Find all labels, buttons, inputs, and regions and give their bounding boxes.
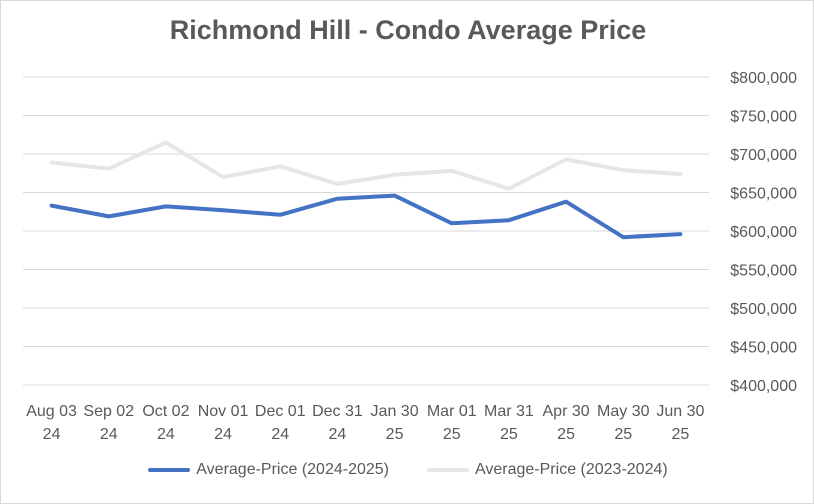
x-tick-label: Jan 30 xyxy=(371,403,419,420)
x-tick-label-year: 24 xyxy=(214,426,232,443)
y-axis-ticks: $800,000 $750,000 $700,000 $650,000 $600,000… xyxy=(730,70,797,395)
legend-swatch-2023-2024 xyxy=(427,468,469,472)
x-tick-label-year: 24 xyxy=(100,426,118,443)
x-tick-label: Sep 02 xyxy=(83,403,134,420)
x-tick-label: Mar 01 xyxy=(427,403,477,420)
chart-title: Richmond Hill - Condo Average Price xyxy=(169,15,647,45)
x-tick-label: Oct 02 xyxy=(142,403,189,420)
series-lines xyxy=(49,140,683,240)
legend-swatch-2024-2025 xyxy=(148,468,191,472)
x-axis-ticks: Aug 03 24 Sep 02 24 Oct 02 24 Nov 01 24 Dec 01 24… xyxy=(26,403,704,443)
x-tick-label-year: 25 xyxy=(557,426,575,443)
x-tick-label-year: 25 xyxy=(443,426,461,443)
y-tick-label: $800,000 xyxy=(730,70,797,87)
x-tick-label: May 30 xyxy=(597,403,650,420)
x-tick-label-year: 25 xyxy=(614,426,632,443)
y-tick-label: $600,000 xyxy=(730,224,797,241)
x-tick-label-year: 24 xyxy=(329,426,347,443)
y-tick-label: $400,000 xyxy=(730,378,797,395)
legend-item-2023-2024[interactable]: Average-Price (2023-2024) xyxy=(427,461,668,479)
x-tick-label: Dec 01 xyxy=(255,403,306,420)
x-tick-label-year: 24 xyxy=(271,426,289,443)
x-tick-label: Mar 31 xyxy=(484,403,534,420)
x-tick-label-year: 24 xyxy=(43,426,61,443)
y-tick-label: $700,000 xyxy=(730,147,797,164)
x-tick-label: Aug 03 xyxy=(26,403,77,420)
gridlines xyxy=(23,76,709,386)
series-line-2024-2025 xyxy=(49,193,683,240)
x-tick-label: Apr 30 xyxy=(543,403,590,420)
x-tick-label: Jun 30 xyxy=(656,403,704,420)
series-line-2023-2024 xyxy=(49,140,683,191)
x-tick-label: Dec 31 xyxy=(312,403,363,420)
y-tick-label: $500,000 xyxy=(730,301,797,318)
y-tick-label: $750,000 xyxy=(730,109,797,126)
x-tick-label: Nov 01 xyxy=(198,403,249,420)
legend-label-2024-2025: Average-Price (2024-2025) xyxy=(196,461,389,478)
y-tick-label: $650,000 xyxy=(730,186,797,203)
legend-item-2024-2025[interactable]: Average-Price (2024-2025) xyxy=(148,461,389,479)
x-tick-label-year: 24 xyxy=(157,426,175,443)
y-tick-label: $450,000 xyxy=(730,340,797,357)
legend: Average-Price (2024-2025) Average-Price … xyxy=(1,461,813,479)
legend-label-2023-2024: Average-Price (2023-2024) xyxy=(475,461,668,478)
x-tick-label-year: 25 xyxy=(500,426,518,443)
x-tick-label-year: 25 xyxy=(386,426,404,443)
y-tick-label: $550,000 xyxy=(730,263,797,280)
x-tick-label-year: 25 xyxy=(672,426,690,443)
